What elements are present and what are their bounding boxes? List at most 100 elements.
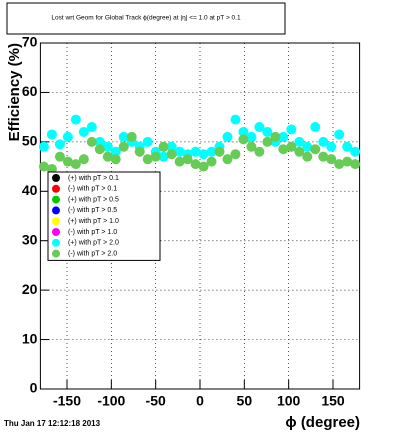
point [246, 131, 257, 142]
point [198, 149, 209, 160]
point [254, 146, 265, 157]
point [246, 141, 257, 152]
point [182, 154, 193, 165]
y-tick-label: 10 [22, 330, 38, 346]
point [102, 141, 113, 152]
point [294, 146, 305, 157]
point [190, 146, 201, 157]
point [54, 139, 65, 150]
point [158, 151, 169, 162]
point [206, 156, 217, 167]
legend-label: (+) with pT > 0.5 [68, 196, 119, 203]
point [118, 141, 129, 152]
y-axis-label: Efficiency (%) [6, 43, 23, 141]
point [158, 141, 169, 152]
point [342, 141, 353, 152]
y-tick-label: 60 [22, 83, 38, 99]
point [270, 131, 281, 142]
point [102, 151, 113, 162]
point [238, 134, 249, 145]
point [38, 141, 49, 152]
legend-label: (-) with pT > 2.0 [68, 250, 117, 257]
point [62, 156, 73, 167]
point [222, 131, 233, 142]
point [70, 159, 81, 170]
legend-label: (+) with pT > 1.0 [68, 218, 119, 225]
point [70, 114, 81, 125]
legend-marker [52, 195, 60, 204]
point [334, 159, 345, 170]
y-tick-label: 50 [22, 133, 38, 149]
point [78, 126, 89, 137]
point [62, 131, 73, 142]
point [230, 149, 241, 160]
legend-marker [52, 174, 60, 182]
point [310, 122, 321, 133]
point [150, 151, 161, 162]
x-tick-label: -100 [97, 393, 125, 409]
point [174, 146, 185, 157]
point [262, 126, 273, 137]
point [254, 122, 265, 133]
legend-label: (-) with pT > 0.1 [68, 186, 117, 193]
point [142, 136, 153, 147]
legend-label: (-) with pT > 0.5 [68, 207, 117, 214]
point [278, 144, 289, 155]
point [174, 156, 185, 167]
x-axis-label: ϕ (degree) [285, 414, 360, 431]
point [222, 154, 233, 165]
title-box [6, 2, 286, 35]
y-tick-label: 20 [22, 281, 38, 297]
point [86, 122, 97, 133]
point [46, 129, 57, 140]
point [110, 146, 121, 157]
point [118, 131, 129, 142]
legend: (+) with pT > 0.1 (-) with pT > 0.1 (+) wi… [47, 171, 161, 261]
point [126, 131, 137, 142]
point [214, 146, 225, 157]
point [302, 151, 313, 162]
point [166, 141, 177, 152]
point [38, 161, 49, 172]
point [334, 129, 345, 140]
y-tick-label: 40 [22, 182, 38, 198]
point [302, 141, 313, 152]
legend-marker [52, 249, 60, 258]
x-tick-label: -150 [53, 393, 81, 409]
point [286, 141, 297, 152]
point [238, 126, 249, 137]
point [294, 136, 305, 147]
point [278, 131, 289, 142]
legend-marker [52, 206, 60, 215]
x-tick-label: -50 [146, 393, 166, 409]
point [94, 136, 105, 147]
timestamp: Thu Jan 17 12:12:18 2013 [4, 419, 101, 428]
y-tick-label: 0 [30, 380, 38, 396]
chart-title: Lost wrt Geom for Global Track ϕ(degree)… [51, 15, 241, 22]
legend-marker [52, 184, 60, 193]
point [134, 146, 145, 157]
legend-marker [52, 238, 60, 247]
point [342, 156, 353, 167]
legend-box [47, 171, 161, 261]
point [54, 151, 65, 162]
x-tick-label: 100 [277, 393, 301, 409]
point [78, 154, 89, 165]
point [206, 146, 217, 157]
point [318, 136, 329, 147]
point [198, 161, 209, 172]
point [326, 141, 337, 152]
point [86, 136, 97, 147]
legend-label: (-) with pT > 1.0 [68, 229, 117, 236]
point [142, 154, 153, 165]
legend-label: (+) with pT > 2.0 [68, 240, 119, 247]
point [110, 154, 121, 165]
point [286, 124, 297, 135]
point [318, 151, 329, 162]
point [190, 159, 201, 170]
point [262, 136, 273, 147]
legend-marker [52, 217, 60, 226]
point [310, 144, 321, 155]
point [94, 144, 105, 155]
